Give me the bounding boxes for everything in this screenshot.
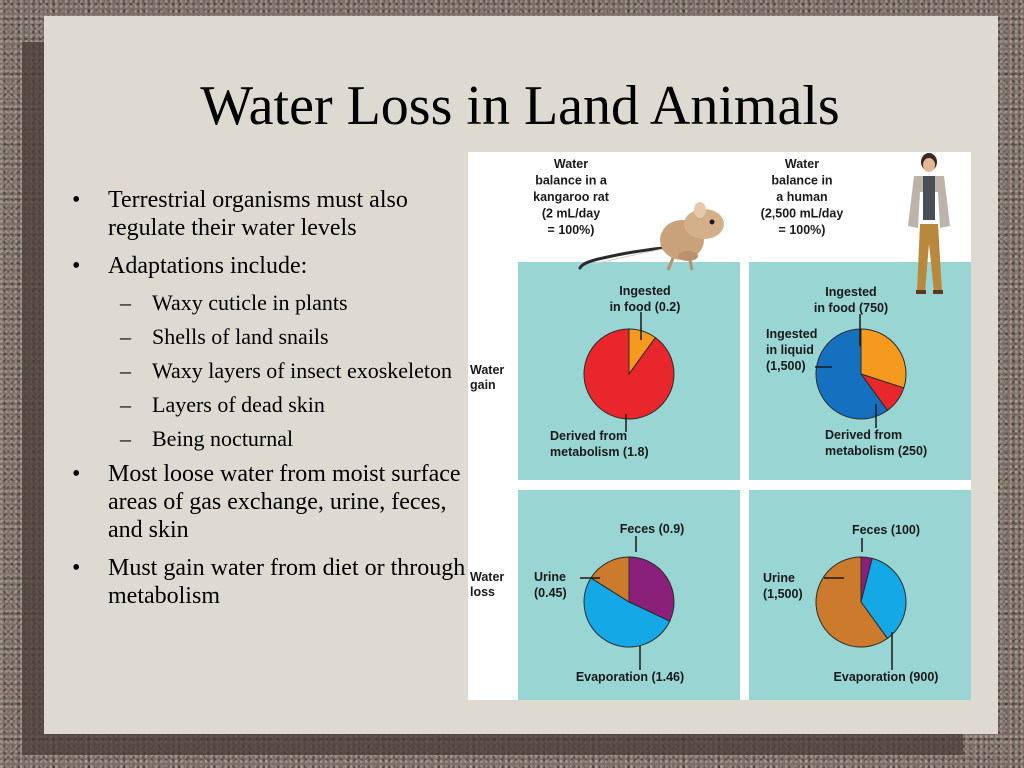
sub-bullet-item: – Being nocturnal [120,426,472,452]
bullet-text: Terrestrial organisms must also regulate… [108,187,408,241]
water-gain-label: gain [470,378,496,392]
rat-feces-label: Feces (0.9) [620,522,685,536]
bullet-text: Waxy cuticle in plants [152,290,348,315]
human-loss-pie-slice [860,557,907,640]
bullet-marker: – [120,290,131,315]
rat-header-label: Water [554,157,588,171]
bullet-marker: • [72,187,81,213]
human-loss-pie-slice [815,556,889,648]
human-metabolism-label: Derived from [825,428,902,442]
rat-loss-pie-slice [628,556,675,622]
human-food-label: Ingested [825,285,876,299]
kangaroo-rat-icon [578,202,724,271]
bullet-marker: – [120,358,131,383]
sub-bullet-item: – Waxy cuticle in plants [120,290,472,316]
rat-evaporation-label: Evaporation (1.46) [576,670,684,684]
water-balance-figure: Water balance in a kangaroo rat (2 mL/day = … [468,152,971,700]
rat-header-label: kangaroo rat [533,190,610,204]
human-header-label: = 100%) [779,223,826,237]
bullet-list: • Terrestrial organisms must also regulat… [72,186,472,620]
bullet-item: • Adaptations include: [72,252,472,280]
human-food-label: in food (750) [814,301,888,315]
bullet-marker: – [120,426,131,451]
water-gain-label: Water [470,363,504,377]
water-balance-diagram: Water balance in a kangaroo rat (2 mL/day = … [470,153,971,700]
human-figure-icon [908,153,950,294]
bullet-text: Must gain water from diet or through met… [108,555,466,609]
sub-bullet-item: – Waxy layers of insect exoskeleton [120,358,472,384]
rat-metabolism-label: metabolism (1.8) [550,445,649,459]
rat-header-label: = 100%) [548,223,595,237]
human-liquid-label: (1,500) [766,359,806,373]
slide-title: Water Loss in Land Animals [200,75,840,137]
rat-loss-pie-slice [583,577,671,648]
human-liquid-label: Ingested [766,327,817,341]
bullet-marker: • [72,555,81,581]
bullet-item: • Must gain water from diet or through me… [72,554,472,610]
sub-bullet-item: – Layers of dead skin [120,392,472,418]
water-loss-label: Water [470,570,504,584]
human-metabolism-label: metabolism (250) [825,444,927,458]
human-header-label: Water [785,157,819,171]
rat-header-label: balance in a [535,174,608,188]
human-liquid-label: in liquid [766,343,814,357]
rat-urine-label: (0.45) [534,586,567,600]
leader-lines [580,312,893,670]
rat-urine-label: Urine [534,570,566,584]
human-urine-label: Urine [763,571,795,585]
bullet-marker: • [72,253,81,279]
bullet-text: Most loose water from moist surface area… [108,461,461,543]
human-gain-pie-slice [860,328,907,389]
bullet-marker: – [120,392,131,417]
bullet-text: Being nocturnal [152,426,294,451]
human-urine-label: (1,500) [763,587,803,601]
bullet-marker: – [120,324,131,349]
bullet-item: • Most loose water from moist surface are… [72,460,472,544]
bullet-text: Adaptations include: [108,253,308,279]
human-feces-label: Feces (100) [852,523,920,537]
bullet-marker: • [72,461,81,487]
rat-gain-pie-slice [583,328,675,420]
human-evaporation-label: Evaporation (900) [834,670,939,684]
bullet-text: Layers of dead skin [152,392,325,417]
rat-metabolism-label: Derived from [550,429,627,443]
bullet-item: • Terrestrial organisms must also regulat… [72,186,472,242]
bullet-text: Waxy layers of insect exoskeleton [152,358,453,383]
bullet-text: Shells of land snails [152,324,329,349]
rat-food-label: in food (0.2) [610,300,681,314]
sub-bullet-item: – Shells of land snails [120,324,472,350]
human-header-label: a human [776,190,827,204]
human-gain-pie-slice [815,328,889,420]
human-header-label: (2,500 mL/day [761,207,844,221]
rat-food-label: Ingested [619,284,670,298]
rat-loss-pie-slice [590,556,630,603]
water-loss-label: loss [470,585,495,599]
human-header-label: balance in [771,174,832,188]
rat-header-label: (2 mL/day [542,207,600,221]
